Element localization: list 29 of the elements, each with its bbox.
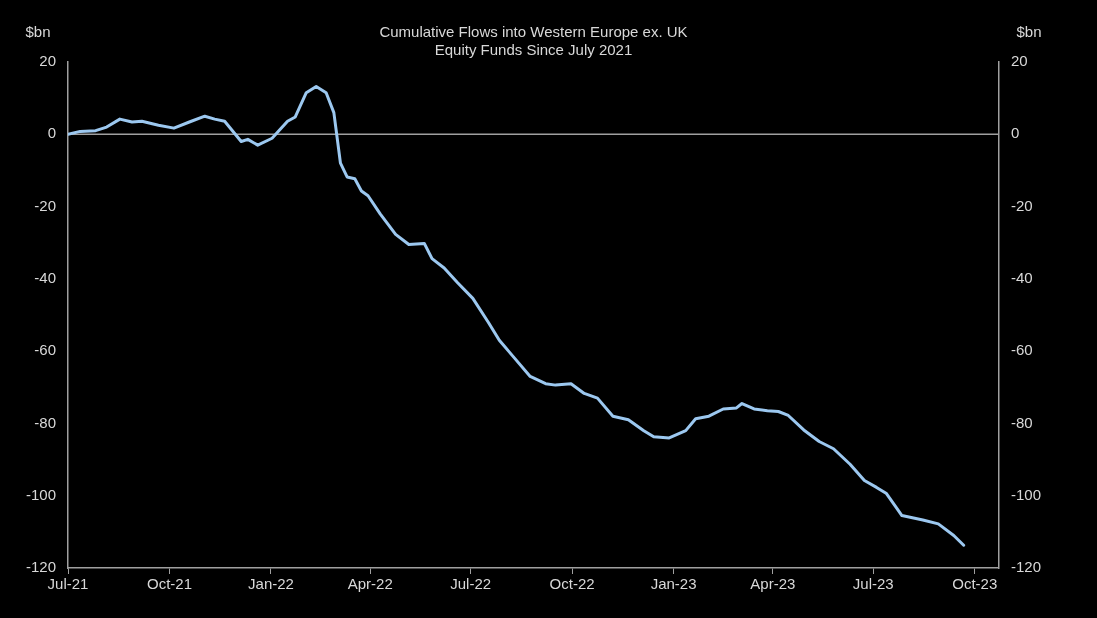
y2-tick-label: -20 bbox=[1010, 196, 1033, 214]
y-tick-label: -80 bbox=[34, 413, 57, 431]
y-tick-label: 0 bbox=[47, 124, 57, 142]
chart-title: Cumulative Flows into Western Europe ex. UK Equity Funds Since July 2021 bbox=[379, 23, 688, 58]
y-tick-label: -100 bbox=[25, 485, 57, 503]
x-tick-label: Oct-21 bbox=[146, 575, 193, 593]
x-tick-label: Jul-21 bbox=[47, 575, 89, 593]
y2-tick-label: 0 bbox=[1010, 124, 1020, 142]
y2-tick-label: -120 bbox=[1010, 558, 1042, 576]
x-tick-label: Jan-23 bbox=[650, 575, 697, 593]
y2-tick-label: -100 bbox=[1010, 485, 1042, 503]
y-axis-title: $bn bbox=[25, 23, 51, 40]
y2-tick-label: -80 bbox=[1010, 413, 1033, 431]
y-tick-label: -120 bbox=[25, 558, 57, 576]
y-tick-label: 20 bbox=[39, 52, 57, 70]
y-tick-label: -40 bbox=[34, 269, 57, 286]
y-tick-label: -20 bbox=[34, 196, 57, 214]
y-tick-label: -60 bbox=[34, 341, 57, 359]
x-tick-label: Apr-22 bbox=[347, 575, 393, 593]
y2-tick-label: 20 bbox=[1010, 52, 1028, 70]
x-tick-label: Jan-22 bbox=[248, 575, 294, 593]
y2-tick-label: -40 bbox=[1010, 269, 1033, 286]
y2-tick-label: -60 bbox=[1010, 341, 1033, 359]
x-tick-label: Oct-23 bbox=[952, 575, 998, 593]
x-tick-label: Jul-23 bbox=[852, 575, 894, 593]
x-tick-label: Apr-23 bbox=[750, 575, 796, 593]
y2-axis-title: $bn bbox=[1016, 23, 1042, 40]
x-tick-label: Jul-22 bbox=[450, 575, 492, 593]
x-tick-label: Oct-22 bbox=[549, 575, 595, 593]
